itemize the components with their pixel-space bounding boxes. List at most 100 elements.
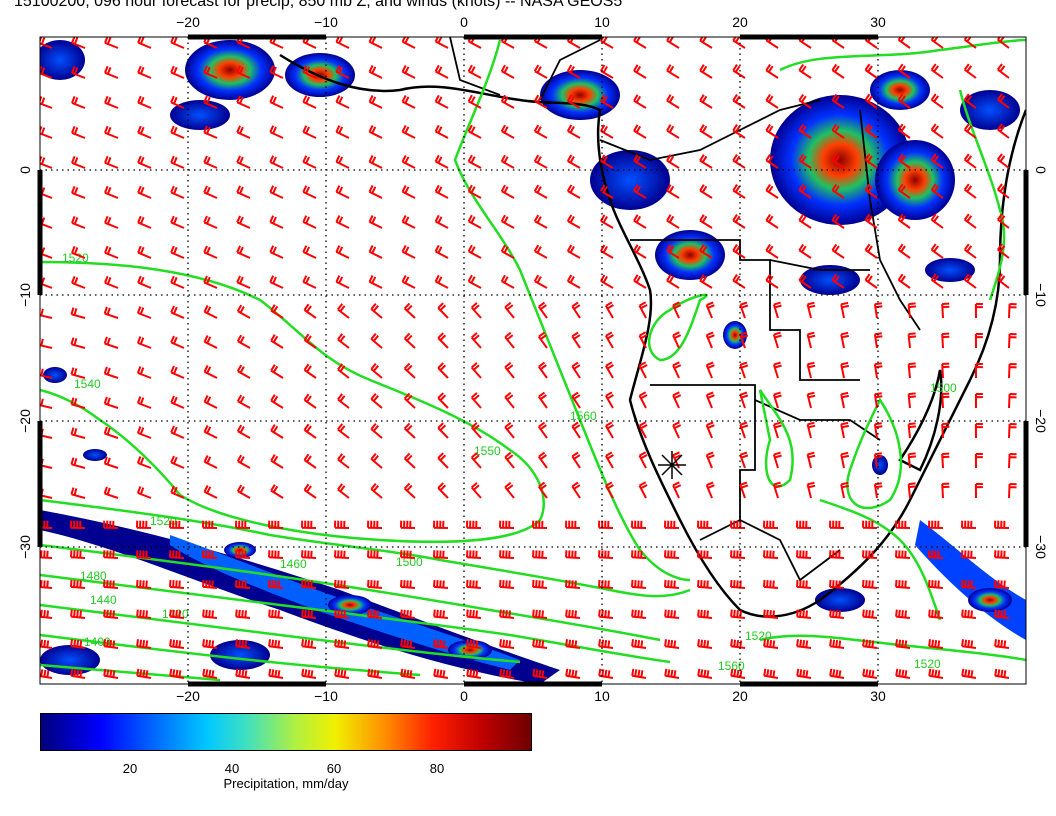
wind-barb	[236, 394, 251, 409]
wind-barb	[70, 367, 86, 379]
wind-barb	[203, 125, 218, 139]
wind-barb	[699, 184, 713, 199]
wind-barb	[203, 215, 218, 229]
wind-barb	[434, 244, 449, 259]
wind-barb	[337, 453, 350, 469]
wind-barb	[236, 334, 251, 349]
wind-barb	[170, 485, 185, 499]
wind-barb	[565, 520, 581, 529]
contour-label: 1560	[718, 659, 745, 673]
wind-barb	[763, 550, 779, 559]
wind-barb	[335, 275, 350, 289]
wind-barb	[930, 213, 944, 229]
contour-line	[779, 38, 1026, 72]
wind-barb	[303, 333, 317, 349]
coastlines	[279, 53, 1026, 618]
lat-label: −30	[1033, 535, 1049, 559]
wind-barb	[301, 579, 317, 589]
wind-barb	[170, 455, 185, 469]
wind-barb	[666, 274, 680, 289]
wind-barb	[401, 155, 416, 169]
wind-barb	[334, 639, 350, 649]
precip-cell	[185, 40, 275, 100]
wind-barb	[170, 215, 185, 229]
wind-barb	[941, 362, 950, 379]
wind-barb	[40, 308, 53, 319]
wind-barb	[633, 214, 647, 229]
wind-barb	[335, 125, 350, 139]
wind-barb	[136, 668, 152, 679]
wind-barb	[136, 579, 152, 589]
wind-barb	[829, 579, 845, 589]
wind-barb	[565, 550, 581, 559]
wind-barb	[500, 154, 515, 169]
wind-barb	[699, 64, 713, 79]
wind-barb	[831, 273, 845, 289]
wind-barb	[203, 155, 218, 169]
wind-barb	[963, 37, 977, 49]
wind-barb	[337, 303, 350, 319]
wind-barb	[137, 245, 152, 259]
wind-barb	[437, 392, 449, 409]
wind-barb	[235, 639, 251, 649]
wind-barb	[840, 391, 849, 409]
wind-barb	[974, 333, 983, 349]
wind-barb	[605, 331, 614, 349]
wind-barb	[664, 550, 680, 559]
wind-barb	[203, 395, 218, 409]
wind-barb	[840, 451, 849, 469]
wind-barb	[137, 155, 152, 169]
wind-barb	[565, 639, 581, 649]
wind-barb	[235, 550, 251, 559]
wind-barb	[434, 214, 449, 229]
wind-barb	[466, 609, 482, 619]
wind-barb	[806, 301, 816, 319]
wind-barb	[499, 520, 515, 529]
wind-barb	[104, 95, 119, 109]
wind-barb	[403, 332, 416, 349]
wind-barb	[928, 668, 944, 679]
wind-barb	[732, 64, 746, 79]
wind-barb	[798, 273, 812, 289]
precip-cell	[540, 70, 620, 120]
wind-barb	[71, 66, 86, 79]
wind-barb	[765, 123, 779, 139]
wind-barb	[335, 37, 350, 49]
wind-barb	[732, 274, 746, 289]
lon-label: 20	[732, 14, 748, 30]
wind-barb	[103, 336, 119, 349]
wind-barb	[302, 155, 317, 169]
wind-barb	[897, 93, 911, 109]
wind-barb	[739, 361, 749, 379]
wind-barb	[71, 246, 86, 259]
wind-barb	[565, 668, 581, 679]
wind-barb	[103, 426, 119, 439]
wind-barb	[169, 520, 185, 529]
wind-barb	[566, 64, 581, 79]
wind-barb	[434, 184, 449, 199]
wind-barb	[500, 94, 515, 109]
wind-barb	[829, 520, 845, 529]
wind-barb	[103, 486, 119, 499]
wind-barb	[434, 37, 449, 49]
wind-barb	[368, 65, 383, 79]
wind-barb	[997, 93, 1010, 109]
lat-label: −10	[1033, 283, 1049, 307]
wind-barb	[504, 331, 515, 349]
africa-coastline	[279, 53, 1026, 618]
wind-barb	[930, 93, 944, 109]
colorbar-tick: 80	[429, 761, 445, 776]
wind-barb	[974, 453, 983, 469]
wind-barb	[303, 303, 317, 319]
wind-barb	[169, 639, 185, 649]
wind-barb	[994, 668, 1010, 679]
wind-barb	[170, 395, 185, 409]
wind-barb	[466, 520, 482, 529]
wind-barb	[466, 579, 482, 589]
lat-label: 0	[1033, 166, 1049, 174]
wind-barb	[873, 452, 883, 469]
wind-barb	[467, 184, 482, 199]
wind-barb	[730, 520, 746, 529]
wind-barb	[236, 454, 251, 469]
wind-barb	[500, 64, 515, 79]
